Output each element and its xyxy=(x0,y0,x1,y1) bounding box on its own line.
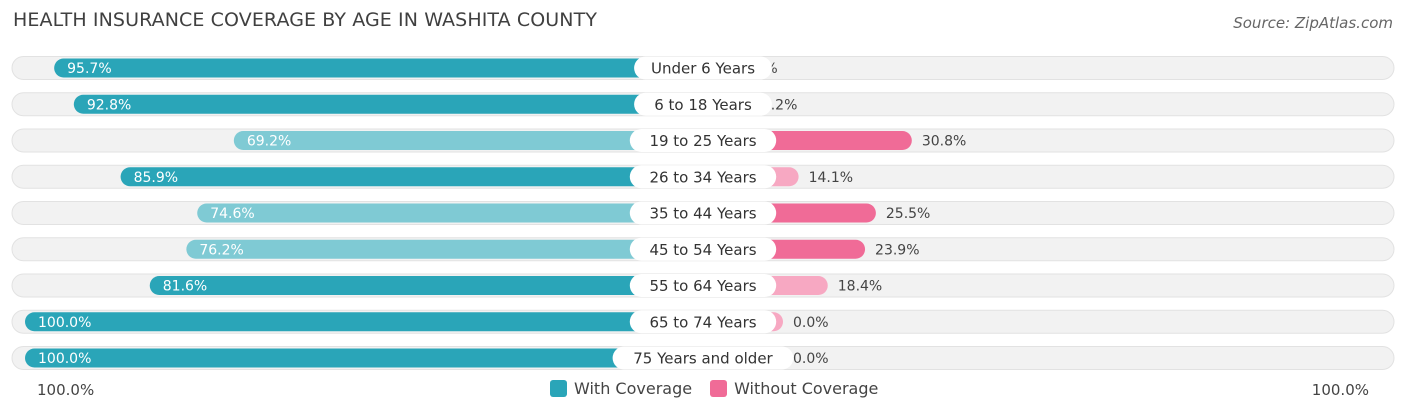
category-pill xyxy=(629,201,777,225)
bar-with-coverage xyxy=(233,131,703,150)
legend-label-with-coverage: With Coverage xyxy=(574,379,693,398)
bar-with-coverage xyxy=(186,239,703,259)
value-label-with-coverage: 92.8% xyxy=(87,97,131,113)
category-pill xyxy=(634,56,772,80)
bar-with-coverage xyxy=(25,312,703,332)
bar-row: 92.8% 7.2%6 to 18 Years xyxy=(11,92,1395,117)
bar-row: 100.0% 0.0% 65 to 74 Years xyxy=(11,309,1395,334)
value-label-with-coverage: 76.2% xyxy=(199,242,243,258)
value-label-with-coverage: 85.9% xyxy=(134,170,178,186)
category-pill xyxy=(629,310,777,334)
bar-row: 95.7%4.3%Under 6 Years xyxy=(11,56,1395,80)
category-pill xyxy=(629,165,777,189)
bar-row: 100.0% 0.0% 75 Years and older xyxy=(11,346,1395,370)
legend: With Coverage Without Coverage xyxy=(550,379,896,398)
category-label: 35 to 44 Years xyxy=(649,205,756,223)
value-label-without-coverage: 23.9% xyxy=(875,242,919,258)
category-label: 75 Years and older xyxy=(633,350,773,368)
value-label-with-coverage: 69.2% xyxy=(247,134,291,150)
bar-with-coverage xyxy=(54,58,704,78)
value-label-without-coverage: 30.8% xyxy=(922,134,966,150)
bar-row: 81.6% 18.4% 55 to 64 Years xyxy=(11,273,1395,298)
category-pill xyxy=(629,129,777,152)
value-label-with-coverage: 81.6% xyxy=(163,279,207,295)
chart-title: HEALTH INSURANCE COVERAGE BY AGE IN WASH… xyxy=(13,9,598,31)
category-label: 6 to 18 Years xyxy=(654,96,752,114)
value-label-with-coverage: 100.0% xyxy=(38,351,91,367)
category-pill xyxy=(634,92,772,116)
bar-with-coverage xyxy=(25,348,703,368)
legend-with-coverage: With Coverage xyxy=(550,379,692,398)
bar-row: 69.2% 30.8% 19 to 25 Years xyxy=(11,128,1395,153)
bar-row: 76.2% 23.9% 45 to 54 Years xyxy=(11,237,1395,262)
bar-with-coverage xyxy=(73,94,704,114)
category-label: 55 to 64 Years xyxy=(649,277,756,295)
bar-row: 85.9% 14.1% 26 to 34 Years xyxy=(11,164,1395,189)
value-label-with-coverage: 100.0% xyxy=(38,315,91,331)
value-label-without-coverage: 0.0% xyxy=(793,351,829,367)
axis-left-label: 100.0% xyxy=(37,381,95,399)
category-pill xyxy=(629,237,777,261)
category-label: Under 6 Years xyxy=(651,60,755,78)
category-pill xyxy=(629,274,777,297)
legend-label-without-coverage: Without Coverage xyxy=(734,379,879,398)
source-label: Source: ZipAtlas.com xyxy=(1233,14,1393,32)
legend-swatch-without-coverage xyxy=(710,380,728,397)
category-label: 45 to 54 Years xyxy=(649,241,756,259)
value-label-without-coverage: 25.5% xyxy=(886,206,930,222)
value-label-with-coverage: 95.7% xyxy=(67,61,111,77)
axis-right-label: 100.0% xyxy=(1311,381,1369,399)
bar-row: 74.6% 25.5% 35 to 44 Years xyxy=(11,201,1395,225)
value-label-without-coverage: 14.1% xyxy=(809,170,853,186)
category-label: 26 to 34 Years xyxy=(649,168,756,186)
chart: 95.7%4.3%Under 6 Years 92.8%7.2%6 to 18 Y… xyxy=(11,56,1395,370)
legend-without-coverage: Without Coverage xyxy=(710,379,878,398)
bar-with-coverage xyxy=(149,276,703,295)
bar-with-coverage xyxy=(120,167,703,187)
category-label: 65 to 74 Years xyxy=(649,313,756,331)
value-label-without-coverage: 18.4% xyxy=(838,279,882,295)
bar-with-coverage xyxy=(197,203,703,223)
legend-swatch-with-coverage xyxy=(550,380,567,397)
category-label: 19 to 25 Years xyxy=(649,132,756,150)
value-label-without-coverage: 0.0% xyxy=(793,315,829,331)
category-pill xyxy=(612,346,794,370)
value-label-with-coverage: 74.6% xyxy=(210,206,254,222)
